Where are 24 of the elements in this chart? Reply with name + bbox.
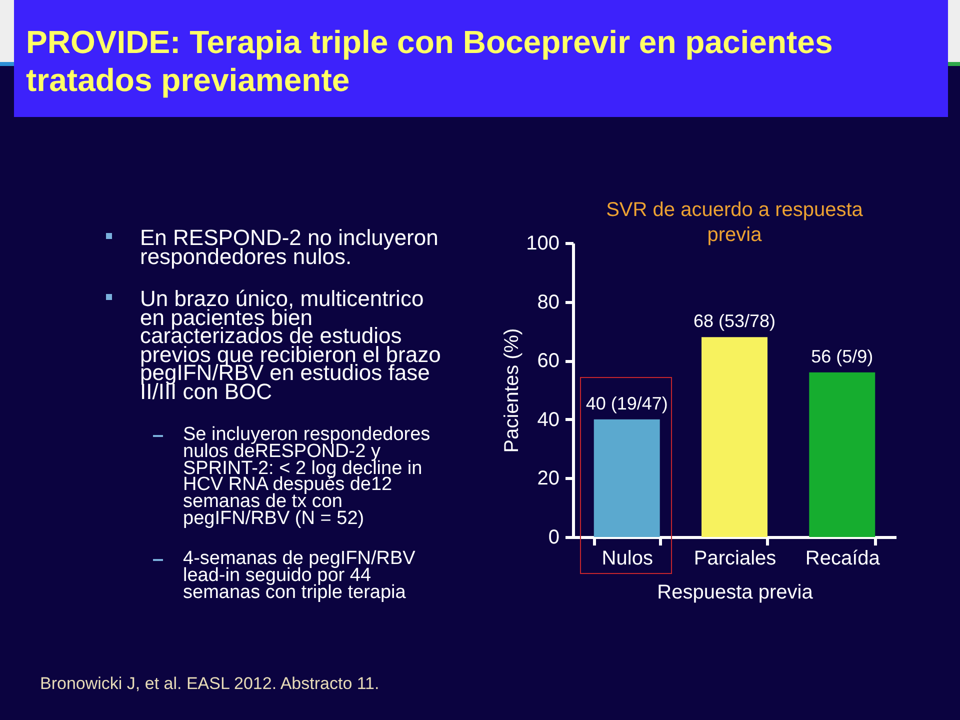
y-tick-label: 0 bbox=[548, 526, 560, 548]
data-label: 40 (19/47) bbox=[586, 393, 668, 414]
text: Bronowicki J, et al. EASL 2012. Abstracto 11. bbox=[40, 674, 380, 694]
text: Se incluyeron respondedores nulos deRESPOND-2 y SPRINT-2: < 2 log decline in HCV RNA después de12 semanas de tx con pegIFN/RBV (N = 52) bbox=[183, 424, 432, 529]
chart-subtitle: SVR de acuerdo a respuesta previa bbox=[606, 199, 864, 246]
y-tick-label: 100 bbox=[526, 232, 560, 254]
y-axis-title: Pacientes (%) bbox=[501, 328, 524, 453]
x-tick-label: Parciales bbox=[694, 548, 776, 570]
y-tick-label: 80 bbox=[537, 291, 560, 314]
x-tick-label: Nulos bbox=[602, 548, 653, 570]
chart-title: PROVIDE: Terapia triple con Boceprevir en pacientes tratados previamente bbox=[26, 23, 834, 99]
bar bbox=[594, 419, 660, 537]
text: En RESPOND-2 no incluyeron respondedores nulos. bbox=[140, 225, 440, 268]
y-tick-label: 20 bbox=[537, 468, 560, 490]
bar bbox=[702, 337, 768, 537]
y-tick-label: 40 bbox=[537, 408, 560, 431]
bar bbox=[809, 372, 876, 537]
y-tick-label: 60 bbox=[537, 350, 560, 372]
text: Un brazo único, multicentrico en pacientes bien caracterizados de estudios previos que recibieron el brazo pegIFN/RBV en estudios fase II/III con BOC bbox=[140, 286, 442, 404]
x-tick-label: Recaída bbox=[805, 548, 881, 570]
x-axis-title: Respuesta previa bbox=[657, 582, 814, 604]
data-label: 56 (5/9) bbox=[811, 346, 874, 366]
data-label: 68 (53/78) bbox=[693, 311, 776, 332]
text: 4-semanas de pegIFN/RBV lead-in seguido por 44 semanas con triple terapia bbox=[183, 548, 416, 603]
